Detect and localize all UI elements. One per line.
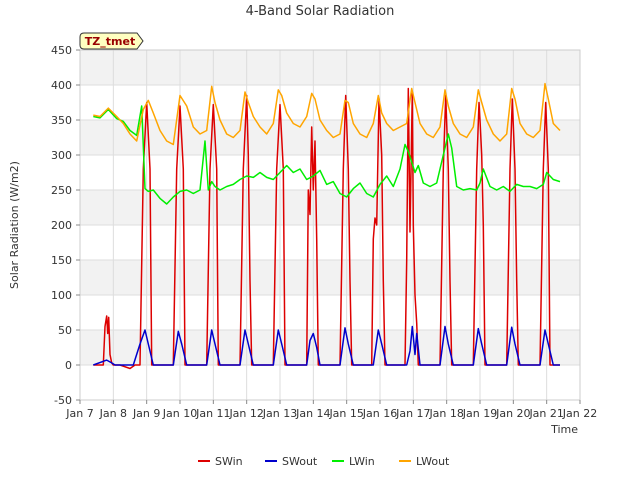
x-tick-label: Jan 22 [562,407,597,420]
x-tick-label: Jan 12 [228,407,263,420]
y-tick-label: 150 [51,254,72,267]
legend-label-swout: SWout [282,455,318,468]
series-line-lwout [93,82,561,146]
y-tick-label: 400 [51,79,72,92]
x-tick-label: Jan 13 [262,407,297,420]
grid-band [80,330,580,365]
x-tick-label: Jan 15 [328,407,363,420]
y-tick-label: -50 [54,394,72,407]
grid-band [80,50,580,85]
legend-label-lwout: LWout [416,455,450,468]
y-axis-label: Solar Radiation (W/m2) [8,161,21,289]
chart-title: 4-Band Solar Radiation [246,4,395,19]
x-axis-label: Time [550,423,578,436]
station-badge-shape [79,32,144,50]
x-tick-label: Jan 20 [495,407,530,420]
grid-bands [80,50,580,365]
grid-band [80,190,580,225]
series-line-swout [93,325,560,366]
y-tick-label: 200 [51,219,72,232]
x-tick-label: Jan 10 [162,407,197,420]
grid-band [80,260,580,295]
series-layer [93,82,561,370]
x-tick-label: Jan 17 [395,407,430,420]
y-tick-label: 0 [65,359,72,372]
legend-label-swin: SWin [215,455,243,468]
grid-band [80,120,580,155]
y-tick-label: 250 [51,184,72,197]
y-tick-label: 450 [51,44,72,57]
x-tick-label: Jan 19 [462,407,497,420]
series-line-lwin [93,105,561,205]
x-tick-label: Jan 18 [428,407,463,420]
y-tick-label: 350 [51,114,72,127]
series-line-swin [93,87,560,370]
y-axis: -50 0 50 100 150 200 250 300 350 400 450 [51,44,80,407]
legend-label-lwin: LWin [349,455,375,468]
station-badge: TZ_tmet [79,32,144,50]
x-tick-label: Jan 11 [195,407,230,420]
legend: SWin SWout LWin LWout [198,455,450,468]
x-tick-label: Jan 14 [295,407,330,420]
y-tick-label: 100 [51,289,72,302]
y-tick-label: 300 [51,149,72,162]
station-badge-label: TZ_tmet [85,35,135,48]
x-tick-label: Jan 7 [65,407,93,420]
x-tick-label: Jan 21 [528,407,563,420]
x-tick-label: Jan 9 [132,407,160,420]
x-tick-label: Jan 8 [99,407,127,420]
y-tick-label: 50 [58,324,72,337]
x-tick-label: Jan 16 [362,407,397,420]
